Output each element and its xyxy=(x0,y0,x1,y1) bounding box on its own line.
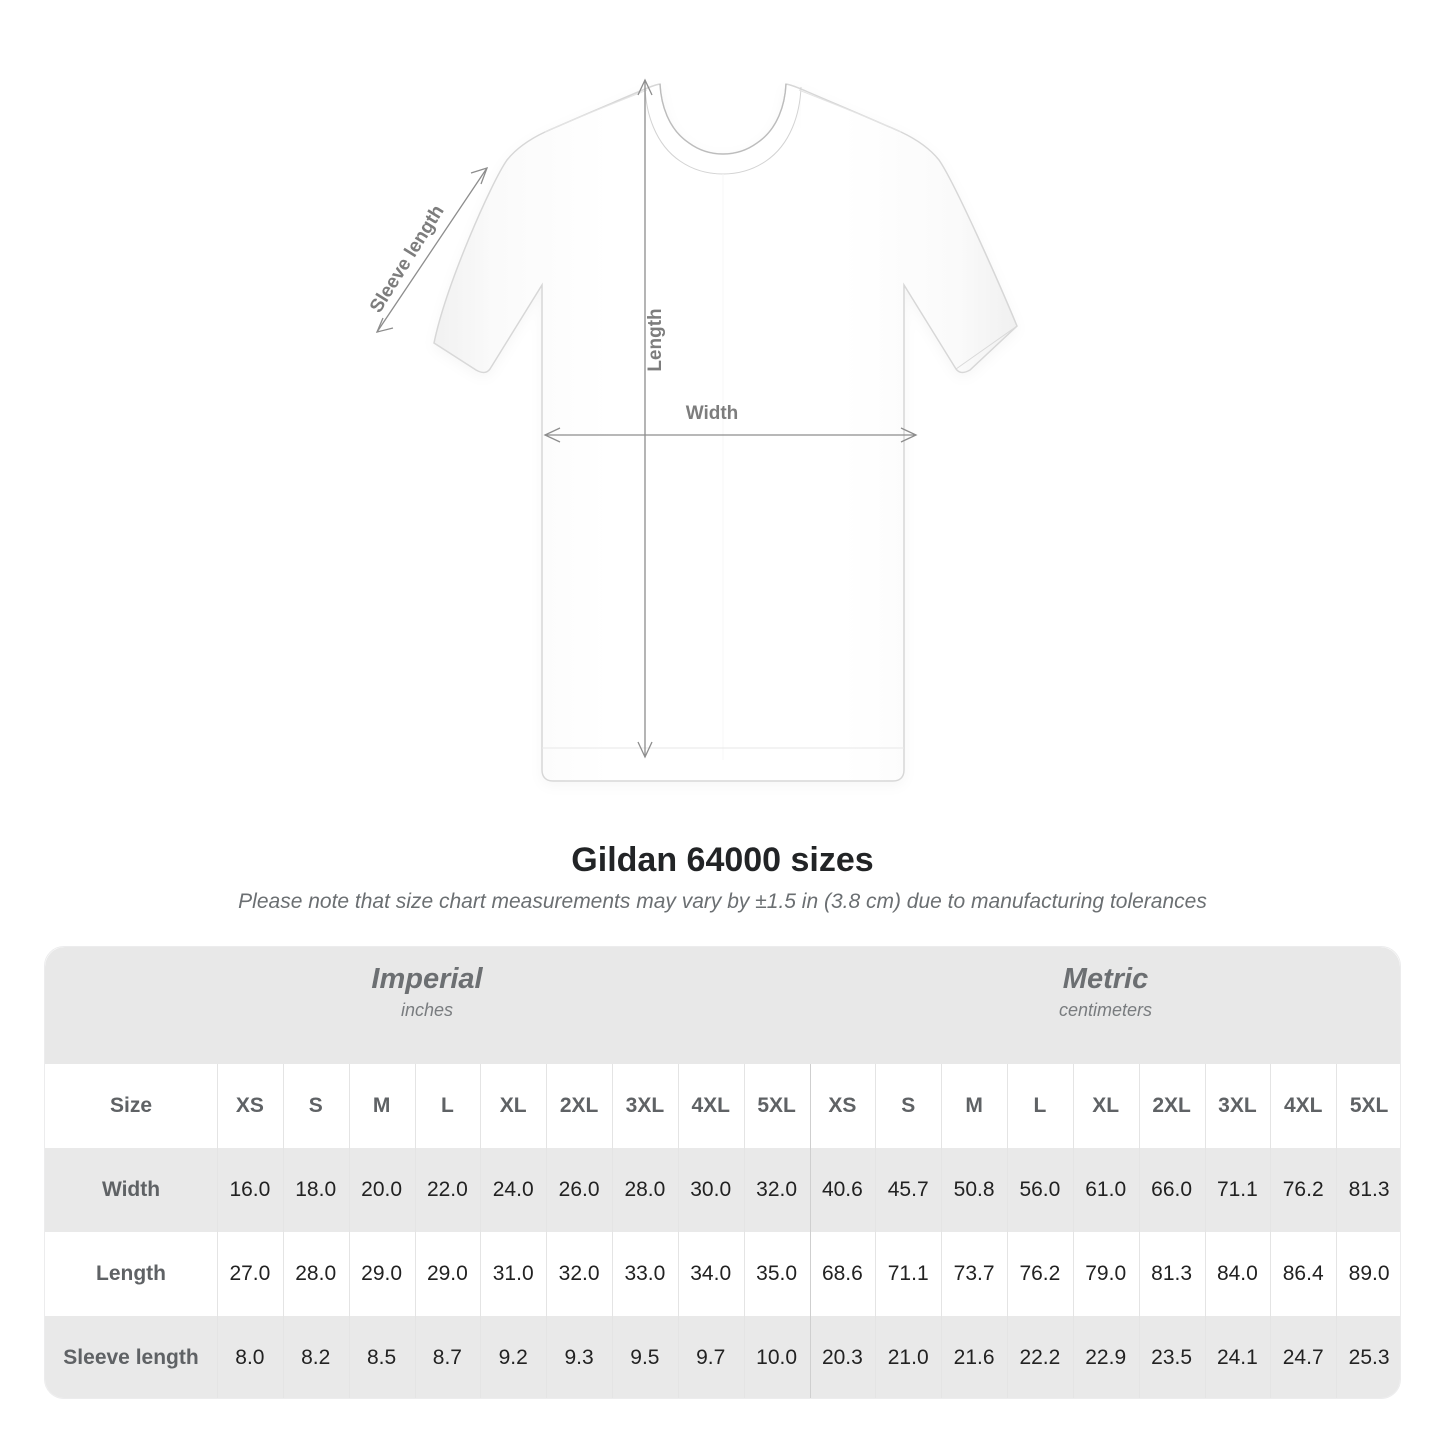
svg-text:Width: Width xyxy=(686,403,739,424)
svg-text:Length: Length xyxy=(645,308,666,371)
svg-text:Sleeve length: Sleeve length xyxy=(366,202,449,317)
